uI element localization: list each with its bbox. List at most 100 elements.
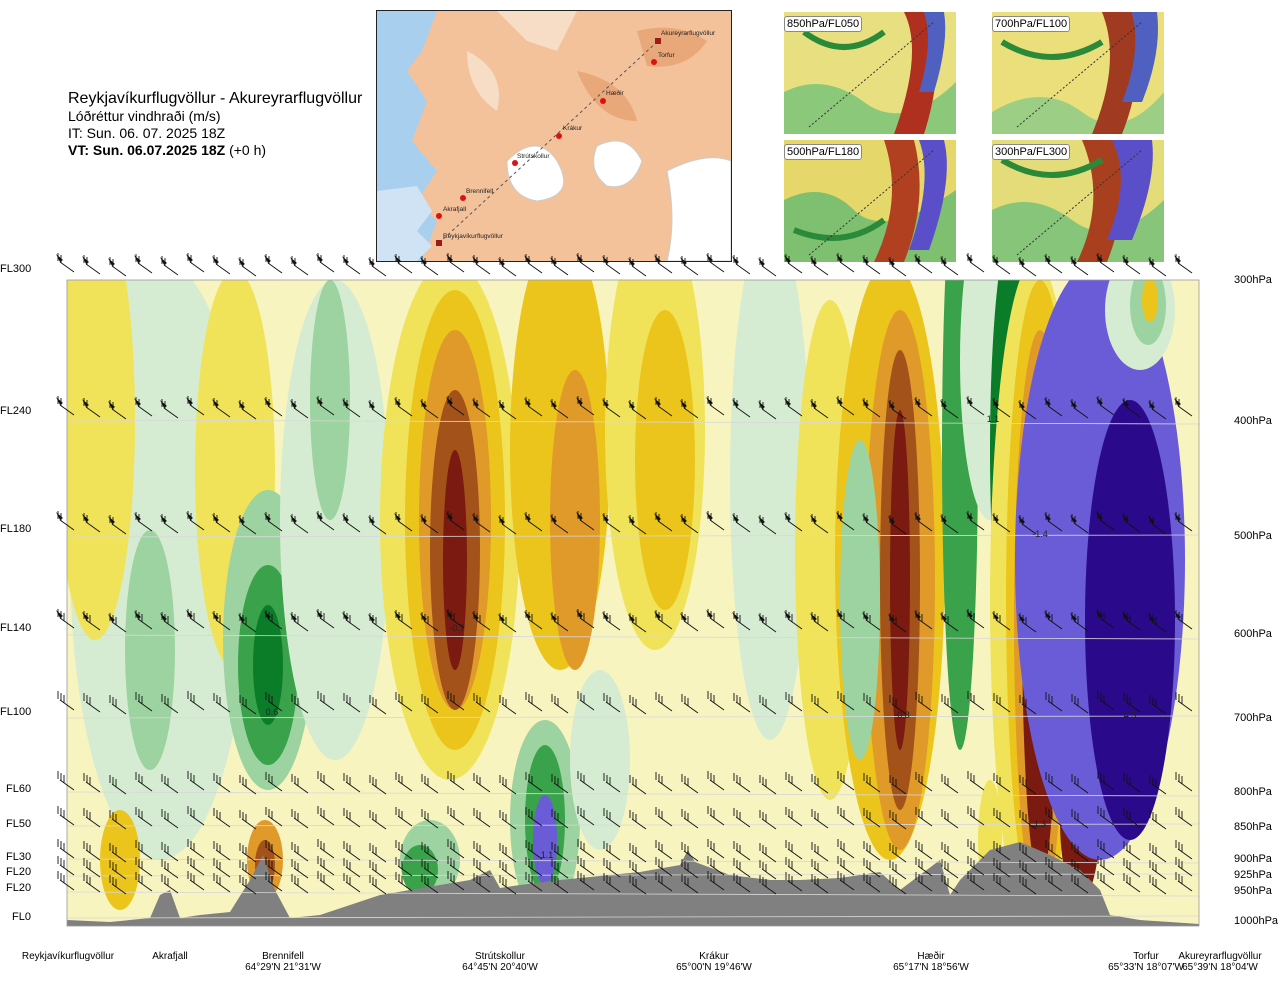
wind-barb-staff [423,620,439,632]
wind-barb-staff [995,881,1011,893]
wind-barb-staff [683,850,699,862]
wind-barb-staff [865,781,881,793]
wind-barb-2-762 [758,515,777,535]
mini-map-300[interactable]: 300hPa/FL300 [992,140,1164,262]
wind-barb-2-216 [212,513,231,533]
wind-barb-pennant [992,514,999,522]
wind-barb-staff [59,814,75,826]
wind-barb-staff [59,261,75,273]
wind-barb-staff [475,816,491,828]
contour-label-2: -0.7 [449,623,465,633]
wind-barb-staff [449,404,465,416]
wind-barb-staff [397,865,413,877]
wind-barb-3-1126 [1122,611,1141,631]
wind-barb-pennant [654,611,661,619]
wind-barb-0-736 [732,255,751,275]
wind-barb-2-112 [108,515,127,535]
wind-barb-staff [1099,864,1115,876]
wind-barb-staff [683,882,699,894]
wind-barb-6-736 [733,808,751,828]
wind-barb-staff [1177,815,1193,827]
wind-barb-pennant [342,399,349,407]
wind-barb-staff [293,702,309,714]
field-region-6 [253,605,283,725]
wind-barb-staff [1021,868,1037,880]
wind-barb-3-892 [888,613,907,633]
wind-barb-0-164 [160,256,179,276]
wind-barb-staff [761,408,777,420]
wind-barb-staff [85,816,101,828]
wind-barb-staff [1021,818,1037,830]
mini-map-850[interactable]: 850hPa/FL050 [784,12,956,134]
wind-barb-6-892 [889,810,907,830]
wind-barb-staff [189,847,205,859]
wind-barb-9-528 [525,872,543,892]
wind-barb-staff [475,406,491,418]
wind-barb-staff [137,780,153,792]
wind-barb-staff [527,618,543,630]
wind-barb-5-398 [395,772,413,792]
wind-barb-pennant [56,397,63,405]
wind-barb-staff [137,405,153,417]
wind-barb-staff [1099,779,1115,791]
mini-map-700-svg [992,12,1164,134]
wind-barb-9-372 [369,875,387,895]
wind-barb-staff [1021,851,1037,863]
wind-barb-staff [475,781,491,793]
map-label-haedir: Hæðir [606,89,625,97]
wind-barb-staff [189,261,205,273]
wind-barb-9-710 [707,871,725,891]
level-left-fl20b: FL20 [6,882,32,894]
wind-barb-staff [293,867,309,879]
wind-barb-1-1022 [1018,400,1037,420]
wind-barb-staff [501,408,517,420]
wind-barb-staff [787,815,803,827]
wind-barb-pennant [238,614,245,622]
wind-barb-6-242 [239,810,257,830]
mini-map-700[interactable]: 700hPa/FL100 [992,12,1164,134]
wind-barb-2-1100 [1096,511,1115,531]
wind-barb-0-112 [108,257,127,277]
wind-barb-3-580 [576,609,595,629]
wind-barb-staff [761,523,777,535]
wind-barb-staff [1151,621,1167,633]
wind-barb-staff [163,620,179,632]
wind-barb-staff [163,407,179,419]
wind-barb-pennant [1096,512,1103,520]
wind-barb-8-892 [889,860,907,880]
wind-barb-staff [527,700,543,712]
wind-barb-8-320 [317,856,335,876]
wind-barb-pennant [940,613,947,621]
wind-barb-pennant [758,614,765,622]
krakur-marker [556,133,562,139]
wind-barb-staff [267,880,283,892]
wind-barb-staff [319,617,335,629]
wind-barb-staff [267,405,283,417]
wind-barb-staff [111,868,127,880]
wind-barb-pennant [134,513,141,521]
wind-barb-pennant [914,611,921,619]
wind-barb-pennant [238,401,245,409]
wind-barb-staff [527,880,543,892]
wind-barb-staff [1125,263,1141,275]
wind-barb-6-814 [811,809,829,829]
mini-map-500[interactable]: 500hPa/FL180 [784,140,956,262]
wind-barb-staff [683,702,699,714]
wind-barb-staff [657,618,673,630]
wind-barb-staff [397,520,413,532]
wind-barb-1-60 [56,396,75,416]
wind-barb-staff [111,265,127,277]
location-haedir: Hæðir 65°17'N 18°56'W [893,951,969,973]
wind-barb-staff [501,868,517,880]
wind-barb-staff [189,864,205,876]
wind-barb-staff [891,523,907,535]
wind-barb-3-1048 [1044,610,1063,630]
wind-barb-staff [943,850,959,862]
wind-barb-1-710 [706,396,725,416]
wind-barb-staff [1125,781,1141,793]
wind-barb-6-1178 [1175,807,1193,827]
wind-barb-staff [1073,702,1089,714]
wind-barb-9-346 [343,873,361,893]
level-left-fl20a: FL20 [6,866,32,878]
wind-barb-3-658 [654,610,673,630]
